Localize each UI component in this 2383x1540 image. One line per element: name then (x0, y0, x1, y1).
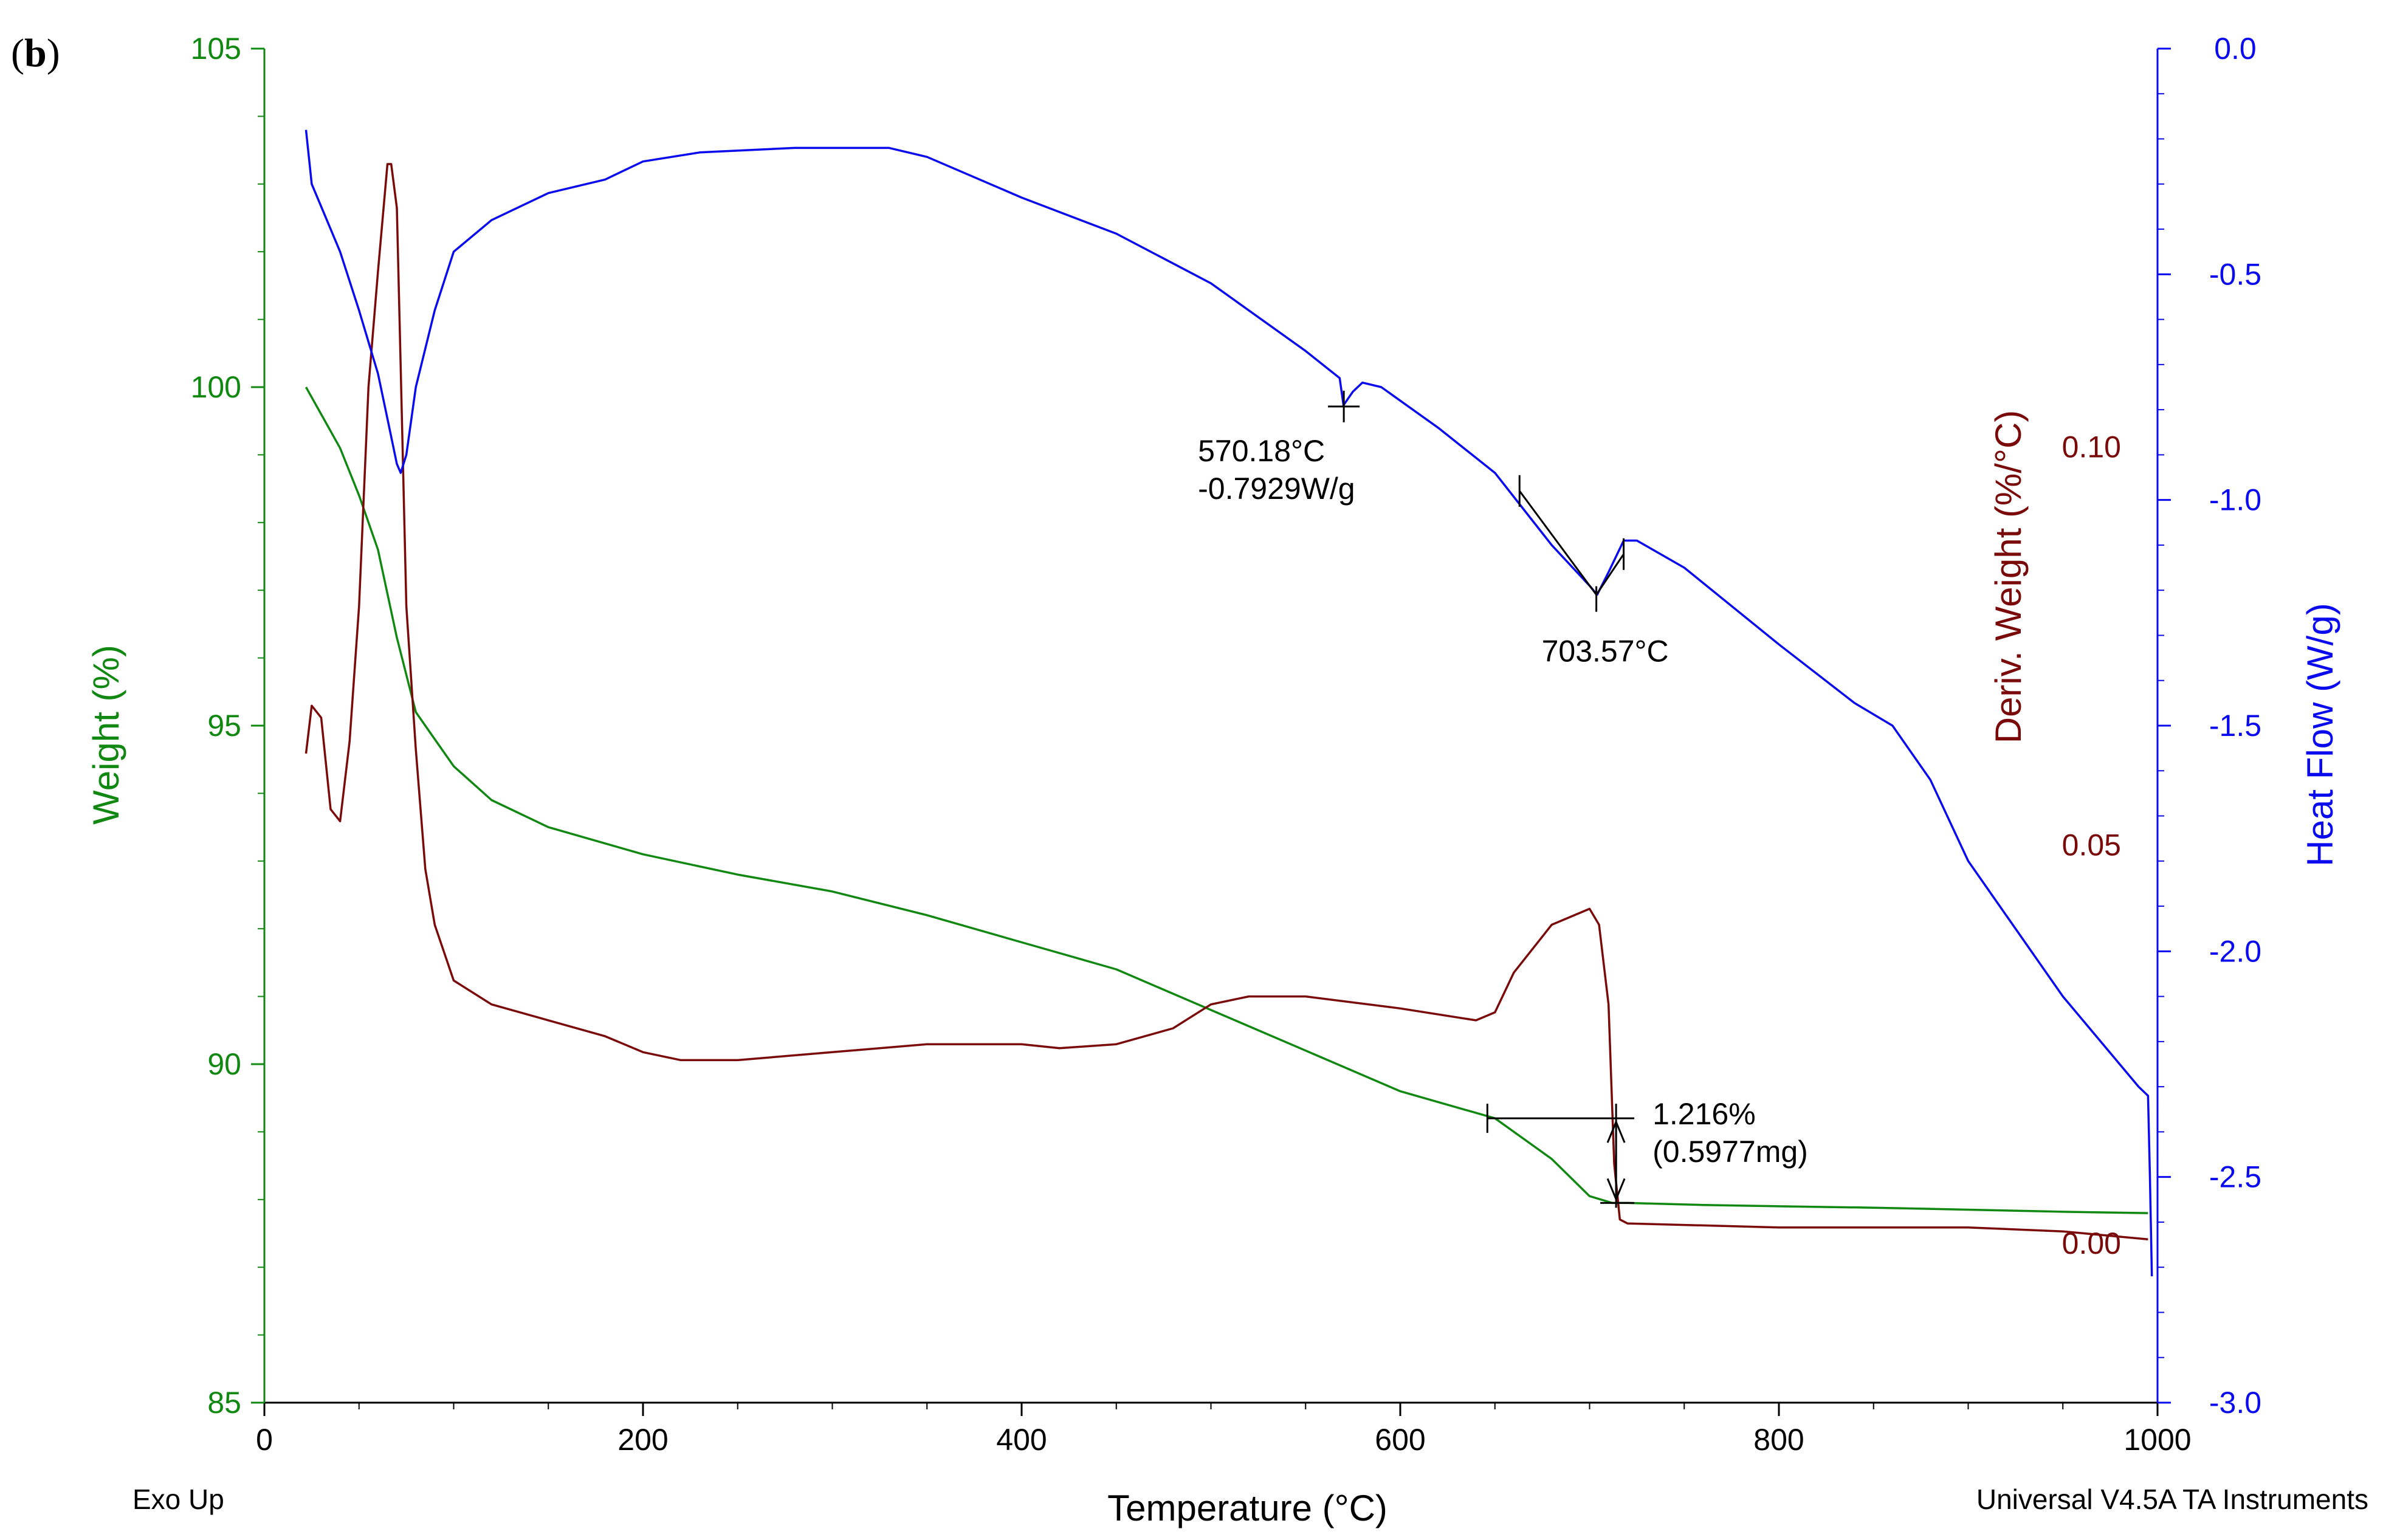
y-right-tick-label: -2.0 (2209, 934, 2261, 968)
step-arrow-head-bottom (1606, 1178, 1626, 1202)
x-tick-label: 200 (617, 1423, 668, 1457)
y-right-tick-label: -0.5 (2209, 257, 2261, 291)
peak1-temp-label: 570.18°C (1198, 434, 1325, 468)
peak2-baseline-right (1595, 553, 1625, 596)
weight-line (304, 387, 2148, 1214)
y-right-axis-title: Heat Flow (W/g) (2300, 603, 2340, 866)
deriv-weight-line (304, 163, 2148, 1241)
y-right-tick-label: 0.0 (2214, 32, 2257, 66)
y-right-tick-label: -1.0 (2209, 483, 2261, 517)
peak2-temp-label: 703.57°C (1542, 634, 1669, 669)
y-right-tick-label: -1.5 (2209, 709, 2261, 743)
y-right-tick-label: -3.0 (2209, 1386, 2261, 1420)
y-deriv-tick-label: 0.10 (2062, 430, 2121, 464)
panel-label: (b) (11, 31, 60, 75)
y-right-tick-label: -2.5 (2209, 1160, 2261, 1194)
y-deriv-tick-label: 0.00 (2062, 1226, 2121, 1260)
x-tick-label: 1000 (2123, 1423, 2191, 1457)
x-axis-title: Temperature (°C) (1107, 1488, 1388, 1528)
step-percent-label: 1.216% (1652, 1097, 1756, 1131)
step-mass-label: (0.5977mg) (1652, 1135, 1808, 1169)
peak2-baseline-left (1519, 490, 1597, 596)
y-left-tick-label: 95 (207, 709, 241, 743)
peak1-heatflow-label: -0.7929W/g (1198, 472, 1355, 506)
y-left-tick-label: 100 (191, 370, 241, 404)
y-deriv-axis-title: Deriv. Weight (%/°C) (1988, 410, 2029, 744)
footer-instrument: Universal V4.5A TA Instruments (1976, 1483, 2368, 1515)
step-arrow-head-top (1606, 1119, 1626, 1143)
x-tick-label: 800 (1753, 1423, 1804, 1457)
x-tick-label: 0 (256, 1423, 273, 1457)
footer-exo-up: Exo Up (132, 1483, 224, 1515)
y-left-tick-label: 105 (191, 32, 241, 66)
y-left-tick-label: 90 (207, 1047, 241, 1081)
x-tick-label: 600 (1375, 1423, 1425, 1457)
y-deriv-tick-label: 0.05 (2062, 828, 2121, 862)
y-left-axis-title: Weight (%) (86, 645, 126, 825)
heat-flow-line (304, 129, 2153, 1277)
y-left-tick-label: 85 (207, 1386, 241, 1420)
x-tick-label: 400 (996, 1423, 1047, 1457)
